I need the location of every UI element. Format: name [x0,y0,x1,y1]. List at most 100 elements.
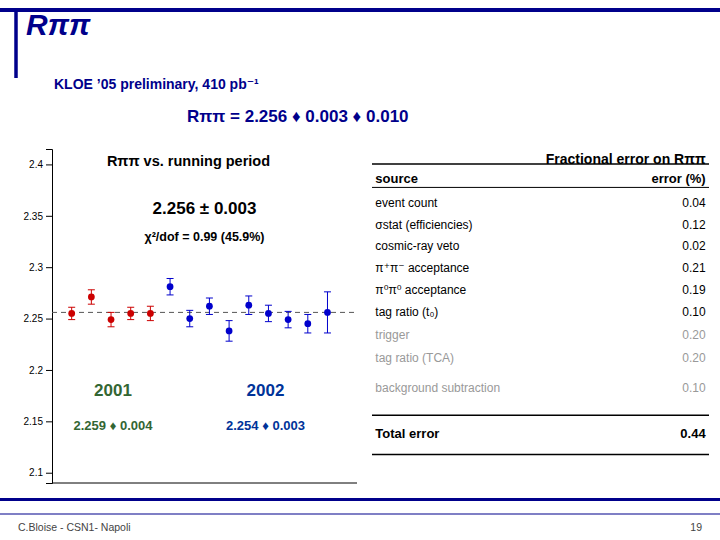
error-bar [147,306,154,320]
table-row-value: 0.20 [682,328,706,342]
x-axis-line [52,483,357,484]
border-bottom-thin [0,513,720,514]
table-rule [372,414,709,416]
point [265,310,272,317]
error-bar-cap [324,291,331,292]
table-rule [372,163,709,165]
error-bar-cap [245,295,252,296]
y-tick: 2.35 [24,211,52,222]
error-bar-cap [147,306,154,307]
point [167,283,174,290]
point [285,316,292,323]
error-bar-cap [167,278,174,279]
table-row-label: π⁺π⁻ acceptance [375,261,469,275]
error-bar-cap [324,332,331,333]
table-row-value: 0.04 [682,196,706,210]
footer: C.Bloise - CSN1- Napoli [18,521,131,533]
page-subtitle: KLOE ’05 preliminary, 410 pb⁻¹ [54,76,259,92]
error-bar-cap [285,327,292,328]
annotation: χ²/dof = 0.99 (45.9%) [144,230,264,244]
table-row-value: 0.02 [682,239,706,253]
table-row-value: 0.44 [680,426,706,441]
error-bar [68,307,75,319]
y-tick-label: 2.2 [29,365,43,376]
table-row-value: 0.10 [682,305,706,319]
error-bar-cap [108,312,115,313]
page: Rππ KLOE ’05 preliminary, 410 pb⁻¹ Rππ = 2… [0,0,720,540]
error-bar-cap [226,320,233,321]
point [108,316,115,323]
error-bar-cap [68,307,75,308]
y-tick-mark [46,370,52,371]
point [226,328,233,335]
error-bar [304,314,311,332]
table-row-label: tag ratio (t₀) [375,305,438,319]
annotation: 2.256 ± 0.003 [153,199,257,218]
y-tick-mark [46,319,52,320]
table-rule [372,187,709,188]
table-row-label: cosmic-ray veto [375,239,459,253]
table: Fractional error on Rππsourceerror (%)ev… [372,151,709,455]
table-row-value: 0.20 [682,351,706,365]
error-bar-cap [206,314,213,315]
table-row-label: σstat (efficiencies) [375,218,472,232]
error-bar [108,312,115,326]
error-bar [127,307,134,319]
y-tick: 2.3 [29,262,52,273]
error-bar-cap [245,314,252,315]
error-bar-cap [206,298,213,299]
table-row-label: background subtraction [375,381,500,395]
error-bar [226,321,233,342]
reference-line [52,312,357,313]
table-row-value: 0.10 [682,381,706,395]
table-header: error (%) [651,171,705,186]
point [304,320,311,327]
error-bar [88,290,95,304]
error-bar-cap [108,326,115,327]
error-bar-cap [167,294,174,295]
error-bar-cap [304,314,311,315]
table-row-value: 0.19 [682,283,706,297]
scatter-chart: 2.12.152.22.252.32.352.4Rππ vs. running … [24,150,357,484]
error-bar [265,305,272,321]
error-bar-cap [127,307,134,308]
annotation: 2002 [247,381,285,400]
table-row-label: event count [375,196,438,210]
point [206,303,213,310]
annotation: 2.254 ♦ 0.003 [226,418,305,433]
table-row-label: π⁰π⁰ acceptance [375,283,466,297]
table-row-label: tag ratio (TCA) [375,351,454,365]
y-tick-label: 2.35 [24,211,44,222]
error-bar-cap [186,310,193,311]
y-tick-label: 2.1 [29,467,43,478]
y-tick-mark [46,473,52,474]
annotation: 2001 [94,381,132,400]
page-title: Rππ [26,8,91,41]
table-rule [372,454,709,456]
border-bottom [0,498,720,501]
error-bar-cap [285,311,292,312]
y-tick: 2.4 [29,159,52,170]
error-bar [167,278,174,294]
table-row-value: 0.21 [682,261,706,275]
y-tick: 2.2 [29,365,52,376]
title-bar [14,10,18,78]
error-bar-cap [127,319,134,320]
error-bar-cap [68,319,75,320]
point [147,310,154,317]
error-bar [324,292,331,333]
point [127,310,134,317]
point [88,294,95,301]
error-bar [245,296,252,314]
border-top [0,8,720,12]
page-annotation: Rππ = 2.256 ♦ 0.003 ♦ 0.010 [187,107,409,126]
y-tick: 2.15 [24,416,52,427]
y-tick-mark [46,216,52,217]
y-tick-label: 2.25 [24,313,44,324]
point [324,309,331,316]
y-tick-label: 2.4 [29,159,43,170]
y-tick: 2.25 [24,313,52,324]
footer: 19 [690,521,702,533]
table-row-value: 0.12 [682,218,706,232]
error-bar [186,310,193,326]
